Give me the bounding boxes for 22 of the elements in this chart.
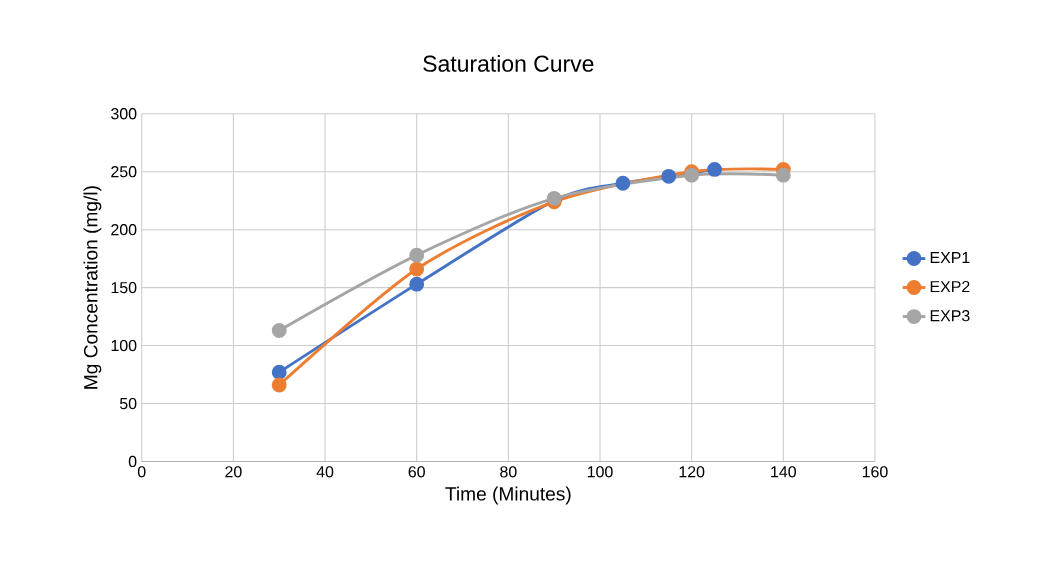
y-tick-label: 250 <box>111 166 137 178</box>
chart-title: Saturation Curve <box>423 54 594 72</box>
x-tick-label: 20 <box>225 466 242 478</box>
x-tick-label: 160 <box>862 466 888 478</box>
y-tick-label: 200 <box>111 223 137 236</box>
y-axis-title: Mg Concentration (mg/l) <box>83 186 102 389</box>
y-tick-label: 300 <box>111 108 137 120</box>
x-tick-label: 100 <box>587 466 613 478</box>
x-tick-label: 140 <box>771 466 796 478</box>
y-tick-label: 50 <box>119 397 137 410</box>
legend-label: EXP2 <box>930 280 970 293</box>
legend-label: EXP3 <box>930 310 970 322</box>
x-axis-title: Time (Minutes) <box>445 486 571 505</box>
y-tick-label: 0 <box>128 455 137 468</box>
y-tick-label: 100 <box>111 339 137 352</box>
x-tick-label: 0 <box>137 466 146 478</box>
x-tick-label: 80 <box>500 466 517 478</box>
x-tick-label: 120 <box>679 466 705 478</box>
y-tick-label: 150 <box>111 281 137 294</box>
legend-label: EXP1 <box>930 252 970 264</box>
x-tick-label: 40 <box>316 466 334 478</box>
x-tick-label: 60 <box>408 466 425 478</box>
